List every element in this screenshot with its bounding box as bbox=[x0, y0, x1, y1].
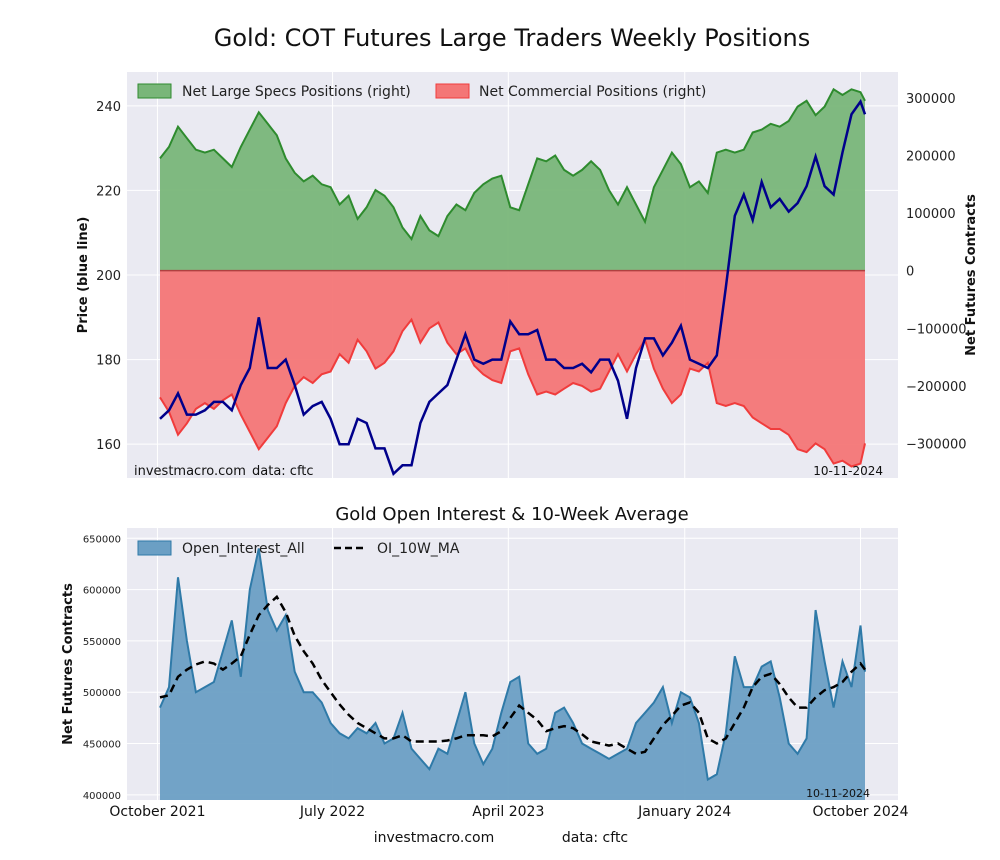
bottom-y-tick-label: 650000 bbox=[83, 534, 121, 545]
bottom-x-tick-label: October 2021 bbox=[109, 804, 205, 820]
bottom-y-tick-label: 450000 bbox=[83, 740, 121, 751]
open-interest-line bbox=[159, 548, 866, 782]
bottom-y-tick-label: 500000 bbox=[83, 688, 121, 699]
top-right-axis: −300000 −200000 −100000 0 100000 200000 300000 bbox=[906, 92, 967, 453]
bottom-title: Gold Open Interest & 10-Week Average bbox=[335, 504, 688, 525]
bottom-y-tick-label: 550000 bbox=[83, 637, 121, 648]
main-title: Gold: COT Futures Large Traders Weekly P… bbox=[214, 24, 810, 52]
top-watermark-data: data: cftc bbox=[252, 464, 314, 479]
top-series-layer bbox=[159, 87, 867, 477]
top-left-tick-label: 160 bbox=[96, 438, 121, 453]
price-line bbox=[159, 98, 867, 477]
top-right-tick-label: −200000 bbox=[906, 380, 967, 395]
top-legend: Net Large Specs Positions (right) Net Co… bbox=[137, 83, 706, 100]
top-right-tick-label: 0 bbox=[906, 265, 914, 280]
legend-swatch-specs bbox=[137, 83, 172, 99]
commercial-line bbox=[159, 317, 866, 468]
footer-site: investmacro.com bbox=[374, 830, 494, 846]
bottom-x-axis: October 2021 July 2022 April 2023 January 2… bbox=[109, 804, 908, 820]
legend-label-commercial: Net Commercial Positions (right) bbox=[479, 84, 706, 100]
top-right-tick-label: −100000 bbox=[906, 322, 967, 337]
bottom-legend: Open_Interest_All OI_10W_MA bbox=[137, 540, 460, 557]
top-date-stamp: 10-11-2024 bbox=[813, 464, 883, 478]
bottom-series-layer bbox=[159, 548, 867, 800]
bottom-y-axis: 400000 450000 500000 550000 600000 650000 bbox=[83, 534, 121, 802]
bottom-date-stamp: 10-11-2024 bbox=[806, 787, 870, 800]
top-left-axis: 160 180 200 220 240 bbox=[96, 100, 121, 453]
top-left-tick-label: 180 bbox=[96, 354, 121, 369]
legend-label-specs: Net Large Specs Positions (right) bbox=[182, 84, 411, 100]
legend-swatch-commercial bbox=[435, 83, 470, 99]
moving-average-line bbox=[159, 594, 867, 756]
top-watermark-site: investmacro.com bbox=[134, 464, 246, 479]
specs-line bbox=[159, 87, 866, 242]
open-interest-area bbox=[160, 548, 865, 800]
footer-data: data: cftc bbox=[562, 830, 628, 846]
legend-swatch-oi bbox=[137, 540, 172, 556]
bottom-y-tick-label: 400000 bbox=[83, 791, 121, 802]
top-left-tick-label: 240 bbox=[96, 100, 121, 115]
specs-area bbox=[160, 89, 865, 271]
bottom-x-tick-label: April 2023 bbox=[472, 804, 544, 820]
cot-positions-chart: 160 180 200 220 240 −300000 −200000 −100000 0 10… bbox=[76, 72, 979, 479]
top-right-tick-label: −300000 bbox=[906, 437, 967, 452]
top-left-tick-label: 220 bbox=[96, 184, 121, 199]
open-interest-chart: Gold Open Interest & 10-Week Average 400… bbox=[61, 504, 909, 820]
top-right-ylabel: Net Futures Contracts bbox=[964, 194, 979, 356]
top-right-tick-label: 100000 bbox=[906, 207, 956, 222]
bottom-ylabel: Net Futures Contracts bbox=[61, 583, 76, 745]
legend-label-ma: OI_10W_MA bbox=[377, 541, 460, 557]
bottom-x-tick-label: July 2022 bbox=[299, 804, 365, 820]
commercial-area bbox=[160, 270, 865, 467]
top-right-tick-label: 200000 bbox=[906, 150, 956, 165]
bottom-x-tick-label: October 2024 bbox=[812, 804, 908, 820]
bottom-x-tick-label: January 2024 bbox=[637, 804, 731, 820]
legend-label-oi: Open_Interest_All bbox=[182, 541, 305, 557]
bottom-y-tick-label: 600000 bbox=[83, 586, 121, 597]
top-left-ylabel: Price (blue line) bbox=[76, 217, 91, 334]
top-right-tick-label: 300000 bbox=[906, 92, 956, 107]
top-left-tick-label: 200 bbox=[96, 269, 121, 284]
